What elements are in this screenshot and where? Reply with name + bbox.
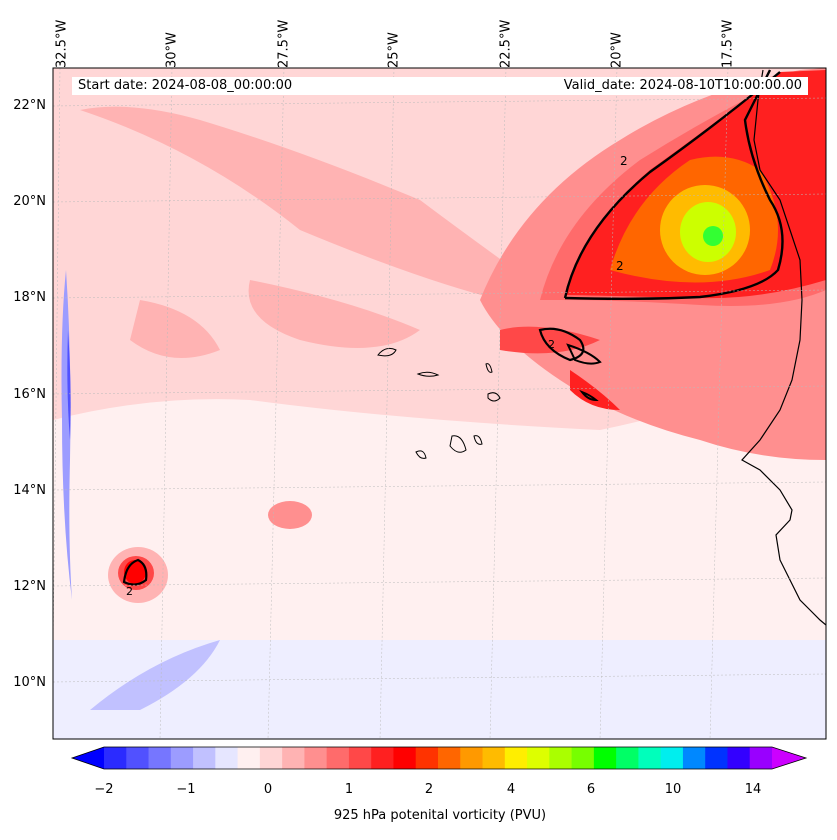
start-date-text: Start date: 2024-08-08_00:00:00 (78, 78, 293, 93)
contour-2pvu-blob-b (566, 343, 602, 365)
colorbar-swatch (148, 747, 172, 769)
date-info-bar: Start date: 2024-08-08_00:00:00 Valid_da… (72, 77, 808, 95)
contour-label-4: 2 (126, 585, 133, 598)
lat-label-16n: 16°N (13, 387, 46, 402)
lon-label-4: 25°W (386, 32, 402, 68)
contour-2pvu-cyclone (122, 558, 148, 586)
lon-label-5: 22.5°W (498, 19, 514, 68)
lon-label-1: 32.5°W (54, 19, 70, 68)
colorbar-swatch (215, 747, 239, 769)
colorbar-tick-4: 1 (344, 782, 354, 797)
colorbar-swatch (527, 747, 550, 769)
contour-2pvu-blob-a (538, 327, 585, 362)
island-boa-vista (487, 392, 501, 402)
contour-label-1: 2 (620, 154, 628, 168)
pv-west-blue (61, 270, 72, 600)
colorbar-swatch (371, 747, 394, 769)
colorbar-swatch (170, 747, 194, 769)
colorbar-swatch (460, 747, 484, 769)
colorbar-swatch (193, 747, 216, 769)
colorbar (70, 746, 808, 770)
island-santo-antao (377, 347, 397, 357)
colorbar-swatch (326, 747, 350, 769)
colorbar-swatch (259, 747, 283, 769)
colorbar-swatch (348, 747, 372, 769)
cape-verde-islands (377, 347, 501, 459)
contour-2pvu-west (563, 71, 781, 299)
pv-core-green (703, 226, 723, 246)
lat-label-14n: 14°N (13, 483, 46, 498)
lat-label-22n: 22°N (13, 98, 46, 113)
pv-west-blue-core (67, 330, 71, 440)
valid-date-text: Valid_date: 2024-08-10T10:00:00.00 (563, 78, 802, 93)
lon-label-3: 27.5°W (276, 19, 292, 68)
graticule (53, 68, 826, 739)
colorbar-swatch (393, 747, 417, 769)
colorbar-swatch (593, 747, 617, 769)
colorbar-tick-7: 6 (586, 782, 596, 797)
colorbar-tick-5: 2 (424, 782, 434, 797)
island-santiago (449, 435, 467, 453)
contour-2pvu-east (564, 69, 784, 300)
colorbar-tick-9: 14 (744, 782, 762, 797)
lon-label-7: 17.5°W (720, 19, 736, 68)
lon-label-6: 20°W (609, 32, 625, 68)
island-sal (485, 363, 493, 373)
pv-field: 2 2 2 2 (53, 68, 826, 739)
colorbar-label: 925 hPa potenital vorticity (PVU) (333, 808, 547, 823)
pv-patch-b (130, 300, 220, 358)
colorbar-swatch (482, 747, 506, 769)
lon-label-2: 30°W (164, 32, 180, 68)
colorbar-swatch (504, 747, 528, 769)
pv-streak-d (570, 370, 620, 410)
lat-label-20n: 20°N (13, 194, 46, 209)
pv-sw-blue (90, 640, 220, 710)
lat-label-18n: 18°N (13, 290, 46, 305)
colorbar-extend-min (72, 747, 104, 769)
colorbar-swatch (237, 747, 261, 769)
colorbar-swatch (682, 747, 706, 769)
contour-2pvu-blob-c (579, 389, 599, 402)
contour-label-2: 2 (616, 259, 624, 273)
colorbar-swatch (705, 747, 728, 769)
island-maio (473, 435, 483, 445)
colorbar-swatch (304, 747, 328, 769)
lat-label-10n: 10°N (13, 675, 46, 690)
colorbar-tick-3: 0 (263, 782, 273, 797)
pv-patch-e (268, 501, 312, 529)
colorbar-swatch (549, 747, 573, 769)
colorbar-swatch (638, 747, 662, 769)
contour-label-3: 2 (548, 338, 555, 351)
colorbar-swatch (126, 747, 150, 769)
colorbar-outline (70, 746, 808, 770)
colorbar-swatch (415, 747, 439, 769)
colorbar-tick-8: 10 (664, 782, 682, 797)
colorbar-swatch (571, 747, 595, 769)
lat-label-12n: 12°N (13, 579, 46, 594)
pv-patch-a (248, 280, 420, 348)
colorbar-tick-6: 4 (506, 782, 516, 797)
island-fogo (415, 450, 427, 459)
map-frame (52, 67, 827, 740)
colorbar-tick-1: −2 (94, 782, 114, 797)
pv-band-streak (80, 106, 600, 331)
colorbar-tick-2: −1 (176, 782, 196, 797)
colorbar-swatch (727, 747, 751, 769)
colorbar-extend-max (772, 747, 806, 769)
african-coastline (741, 69, 826, 626)
island-sao-nicolau (416, 371, 440, 377)
colorbar-swatch (104, 747, 127, 769)
colorbar-swatch (438, 747, 461, 769)
colorbar-swatch (749, 747, 773, 769)
colorbar-swatch (616, 747, 639, 769)
colorbar-swatch (282, 747, 305, 769)
colorbar-swatch (660, 747, 684, 769)
